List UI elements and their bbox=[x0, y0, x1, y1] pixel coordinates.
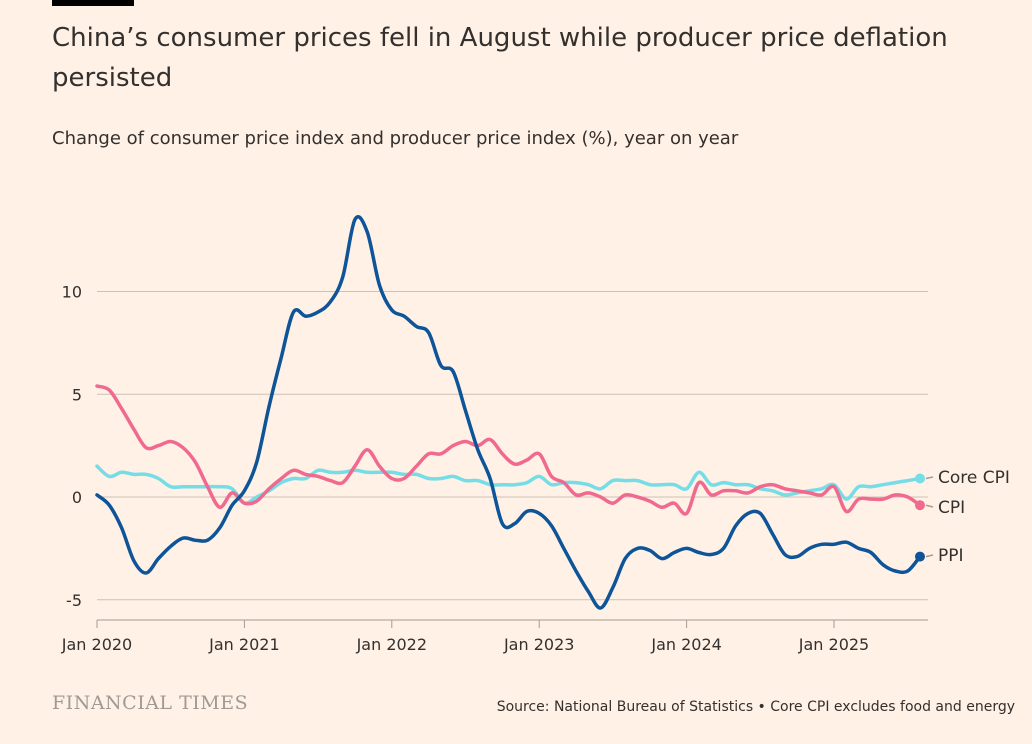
y-tick-label: 10 bbox=[62, 283, 82, 302]
x-tick-label: Jan 2022 bbox=[356, 635, 427, 654]
ppi-end-marker bbox=[914, 551, 925, 562]
y-tick-label: -5 bbox=[66, 591, 82, 610]
ppi-label-connector bbox=[925, 554, 934, 558]
cpi-label-connector bbox=[925, 504, 934, 508]
x-tick-label: Jan 2024 bbox=[650, 635, 721, 654]
cpi-line bbox=[95, 384, 922, 516]
core-cpi-label-connector bbox=[925, 476, 934, 480]
ppi-line bbox=[95, 215, 922, 610]
x-tick-label: Jan 2021 bbox=[208, 635, 279, 654]
chart-subtitle: Change of consumer price index and produ… bbox=[52, 128, 739, 149]
x-tick-label: Jan 2025 bbox=[798, 635, 869, 654]
core-cpi-label: Core CPI bbox=[938, 468, 1010, 488]
source-note: Source: National Bureau of Statistics • … bbox=[496, 699, 1015, 715]
cpi-label: CPI bbox=[938, 498, 965, 518]
chart-title: China’s consumer prices fell in August w… bbox=[52, 23, 948, 93]
ft-top-bar bbox=[52, 0, 134, 6]
x-tick-label: Jan 2023 bbox=[503, 635, 574, 654]
cpi-end-marker bbox=[914, 500, 925, 511]
y-tick-label: 5 bbox=[72, 385, 82, 404]
y-tick-label: 0 bbox=[72, 488, 82, 507]
x-tick-label: Jan 2020 bbox=[61, 635, 132, 654]
financial-times-logo: FINANCIAL TIMES bbox=[52, 692, 249, 714]
core-cpi-end-marker bbox=[914, 473, 925, 484]
ppi-label: PPI bbox=[938, 546, 964, 566]
core-cpi-line bbox=[95, 464, 922, 506]
